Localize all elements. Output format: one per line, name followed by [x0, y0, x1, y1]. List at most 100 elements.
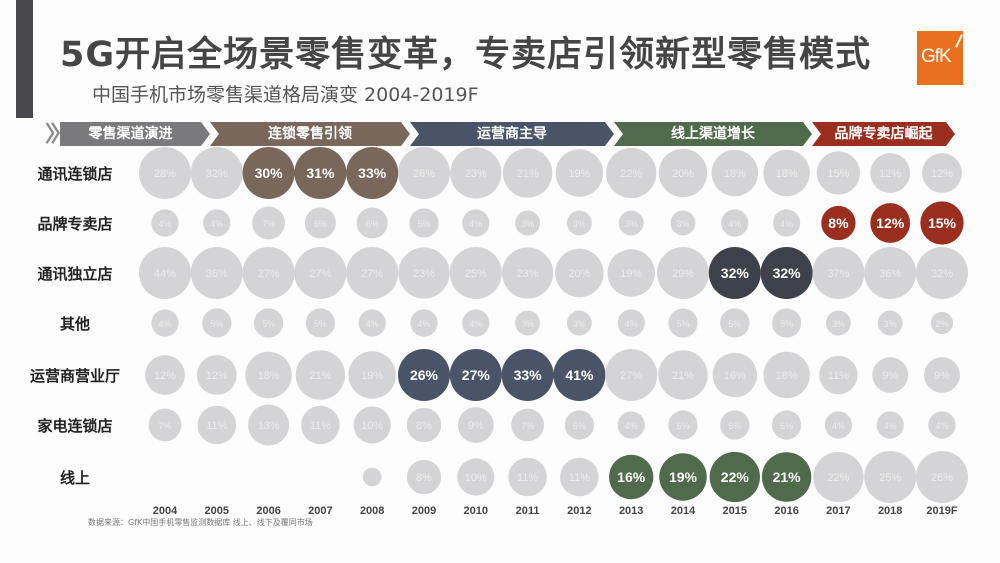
accent-side-bar — [16, 0, 33, 118]
year-label: 2012 — [567, 505, 592, 517]
bubble — [657, 247, 709, 299]
bubble — [928, 411, 956, 439]
bubble — [202, 308, 232, 338]
bubble — [870, 153, 911, 193]
bubble — [668, 308, 698, 338]
bubble-value-label: 27% — [462, 367, 491, 383]
bubble-value-label: 18% — [776, 168, 798, 180]
bubble — [148, 408, 182, 442]
page-title: 5G开启全场景零售变革，专卖店引领新型零售模式 — [60, 35, 872, 75]
bubble — [824, 411, 853, 439]
bubble-value-label: 12% — [931, 168, 953, 180]
bubble — [920, 201, 964, 245]
bubble-value-label: 3% — [521, 319, 534, 329]
bubble — [462, 209, 490, 237]
bubble-value-label: 4% — [469, 319, 482, 329]
bubble — [864, 247, 917, 299]
bubble-value-label: 20% — [568, 268, 590, 280]
bubble — [709, 451, 760, 503]
bubble-value-label: 6% — [366, 219, 379, 229]
bubble — [406, 459, 442, 495]
bubble-value-label: 26% — [931, 472, 953, 484]
bubble-value-label: 21% — [517, 168, 539, 180]
bubble-value-label: 5% — [728, 421, 741, 431]
bubble-value-label: 8% — [416, 472, 432, 484]
bubble-value-label: 13% — [258, 420, 280, 432]
bubble-value-label: 27% — [258, 268, 280, 280]
bubble-value-label: 7% — [262, 219, 275, 229]
row-label: 其他 — [59, 315, 90, 333]
bubble — [566, 210, 592, 236]
bubble-value-label: 4% — [625, 421, 638, 431]
bubble — [760, 247, 813, 299]
bubble-value-label: 10% — [465, 472, 487, 484]
year-label: 2019F — [926, 505, 958, 517]
bubble — [606, 147, 657, 199]
bubble-value-label: 32% — [931, 268, 953, 280]
bubble-value-label: 2% — [935, 319, 948, 329]
bubble-value-label: 4% — [366, 319, 379, 329]
bubble-value-label: 11% — [310, 420, 331, 432]
bubble-value-label: 5% — [676, 319, 689, 329]
phase-arrow — [410, 122, 614, 146]
bubble-value-label: 27% — [620, 370, 642, 382]
bubble — [457, 458, 495, 496]
bubble — [720, 308, 750, 338]
row-label: 线上 — [59, 469, 90, 487]
bubble — [242, 247, 295, 299]
bubble-value-label: 18% — [724, 168, 746, 180]
phase-arrow — [60, 122, 210, 146]
bubble-value-label: 5% — [262, 319, 275, 329]
bubble — [877, 310, 903, 336]
bubble — [658, 148, 708, 198]
bubble-value-label: 4% — [417, 319, 430, 329]
bubble — [501, 247, 554, 299]
bubble-value-label: 32% — [773, 265, 802, 281]
bubble — [711, 149, 759, 197]
chart-subtitle: 中国手机市场零售渠道格局演变 2004-2019F — [92, 84, 479, 106]
year-label: 2013 — [618, 505, 644, 517]
bubble-value-label: 5% — [676, 421, 689, 431]
bubble-value-label: 25% — [465, 268, 487, 280]
phase-label: 线上渠道增长 — [671, 126, 755, 142]
year-label: 2016 — [774, 505, 799, 517]
bubble — [145, 355, 185, 395]
bubble-value-label: 11% — [517, 472, 538, 484]
bubble — [773, 209, 801, 237]
bubble — [346, 247, 399, 299]
bubble — [825, 310, 851, 336]
bubble — [358, 309, 386, 337]
bubble — [253, 308, 284, 338]
bubble — [617, 411, 645, 439]
phase-arrow — [210, 122, 410, 146]
bubble — [816, 151, 861, 195]
bubble — [658, 350, 708, 400]
row-label: 品牌专卖店 — [37, 215, 113, 233]
bubble-value-label: 3% — [832, 319, 845, 329]
bubble-value-label: 11% — [828, 370, 849, 382]
bubble-value-label: 3% — [521, 219, 534, 229]
bubble — [617, 309, 645, 337]
bubble-value-label: 37% — [827, 268, 849, 280]
row-label: 通讯连锁店 — [37, 165, 113, 183]
bubble-value-label: 4% — [728, 219, 741, 229]
bubble — [771, 410, 802, 440]
bubble-value-label: 7% — [521, 421, 534, 431]
bubble-value-label: 36% — [879, 268, 901, 280]
year-label: 2011 — [515, 505, 540, 517]
bubble — [812, 247, 865, 299]
bubble — [356, 207, 388, 239]
bubble-value-label: 19% — [568, 168, 590, 180]
bubble — [922, 153, 962, 193]
bubble-value-label: 3% — [676, 219, 689, 229]
logo-text: GfK — [921, 46, 952, 67]
bubble-value-label: 19% — [620, 268, 642, 280]
bubble — [668, 410, 698, 440]
bubble-value-label: 27% — [309, 268, 331, 280]
bubble — [501, 349, 554, 401]
bubble-value-label: 23% — [413, 268, 435, 280]
bubble-value-label: 8% — [828, 215, 849, 231]
bubble — [245, 351, 292, 399]
phase-label: 零售渠道演进 — [88, 126, 173, 142]
